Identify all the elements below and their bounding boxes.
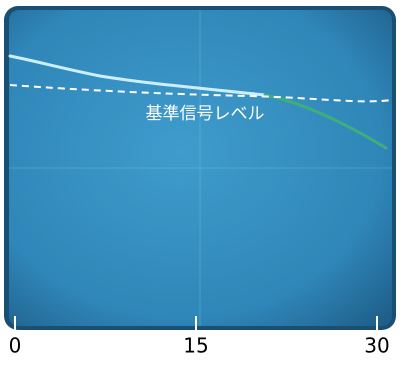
- annotation: 基準信号レベル: [146, 104, 265, 124]
- page: {"chart_data": {"type": "line", "annotat…: [0, 0, 407, 369]
- x-tick-label: 15: [183, 334, 208, 358]
- chart: 基準信号レベル 0 15 30: [0, 0, 407, 369]
- x-tick-label: 30: [364, 334, 389, 358]
- x-tick-label: 0: [9, 334, 22, 358]
